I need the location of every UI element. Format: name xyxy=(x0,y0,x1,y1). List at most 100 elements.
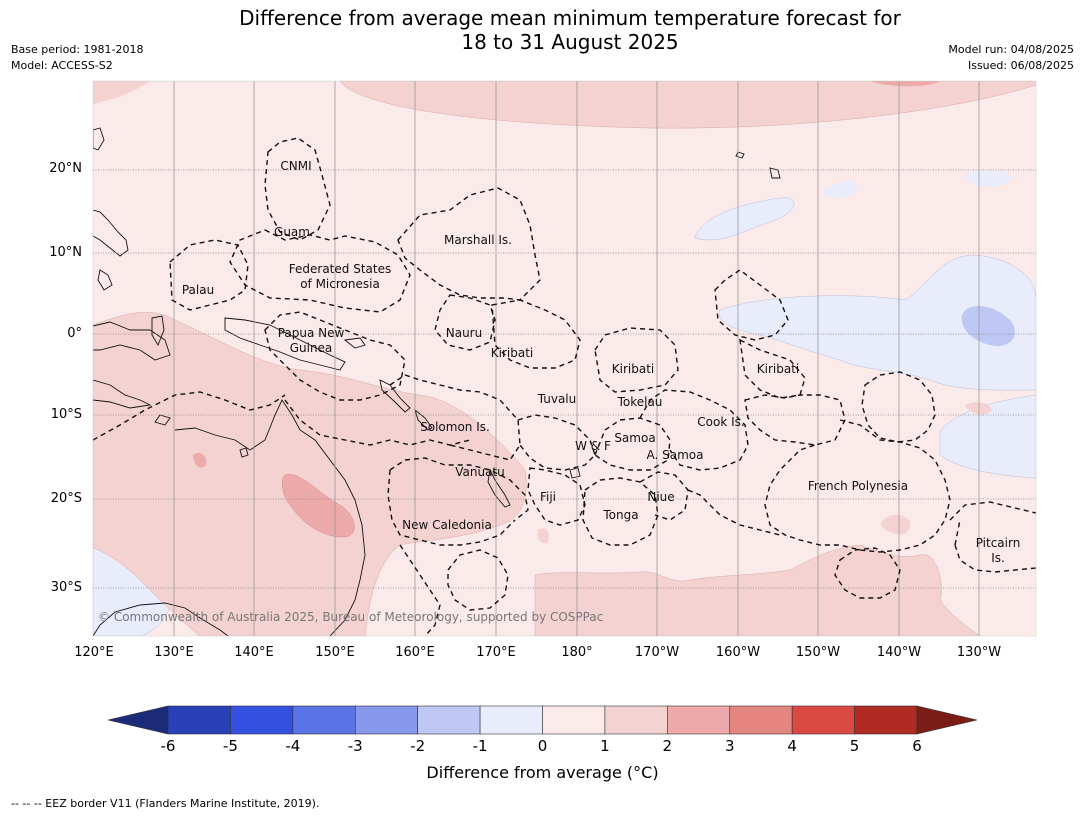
cool-anomaly-core xyxy=(961,305,1015,346)
lon-label-150e: 150°E xyxy=(315,645,355,660)
colorbar-tick-label: 6 xyxy=(912,737,922,755)
label-pitcairn-line2: Is. xyxy=(991,551,1005,565)
warm-anomaly-north xyxy=(339,81,1036,129)
label-png-line1: Papua New xyxy=(278,326,345,340)
model-run: Model run: 04/08/2025 xyxy=(948,43,1074,56)
colorbar-tick-label: 0 xyxy=(537,737,548,755)
label-wallis-futuna: W & F xyxy=(575,439,611,453)
label-new-caledonia: New Caledonia xyxy=(402,518,492,532)
warm-core-australia xyxy=(282,474,355,538)
warm-anomaly-nw xyxy=(93,81,150,104)
colorbar-bin xyxy=(542,705,606,735)
colorbar-bin xyxy=(292,705,356,735)
colorbar-bin xyxy=(417,705,481,735)
lon-label-170w: 170°W xyxy=(634,645,680,660)
warm-anomaly-small-se xyxy=(880,514,911,535)
region-labels: CNMI Guam Marshall Is. Federated States … xyxy=(182,159,1020,565)
colorbar-tick-label: 1 xyxy=(600,737,610,755)
lon-label-180: 180° xyxy=(561,645,593,660)
colorbar-tick-label: -1 xyxy=(472,737,488,755)
cool-anomaly-equatorial xyxy=(719,254,1036,391)
warm-anomaly-south xyxy=(534,544,981,636)
colorbar-tick-label: 2 xyxy=(662,737,673,755)
colorbar-title: Difference from average (°C) xyxy=(426,763,659,782)
lat-label-20s: 20°S xyxy=(50,491,82,506)
colorbar-bin xyxy=(230,705,294,735)
label-tuvalu: Tuvalu xyxy=(537,392,577,406)
lat-label-0: 0° xyxy=(67,326,82,341)
label-png-line2: Guinea xyxy=(290,341,333,355)
lat-label-10s: 10°S xyxy=(50,407,82,422)
label-cnmi: CNMI xyxy=(280,159,311,173)
colorbar-tick-label: -2 xyxy=(410,737,426,755)
colorbar xyxy=(107,705,978,735)
colorbar-extend-low xyxy=(107,705,169,735)
label-fsm-line1: Federated States xyxy=(289,262,391,276)
warm-anomaly-fiji xyxy=(537,528,550,544)
map-frame xyxy=(92,80,1037,637)
colorbar-tick-label: 5 xyxy=(849,737,860,755)
colorbar-bin xyxy=(667,705,731,735)
label-pitcairn-line1: Pitcairn xyxy=(976,536,1021,550)
eez-borders xyxy=(93,137,1036,636)
warm-core-small xyxy=(193,453,207,468)
label-cook-islands: Cook Is. xyxy=(697,415,744,429)
label-american-samoa: A. Samoa xyxy=(647,448,704,462)
title-line-1: Difference from average mean minimum tem… xyxy=(239,6,901,30)
label-marshall-islands: Marshall Is. xyxy=(444,233,512,247)
base-period: Base period: 1981-2018 xyxy=(11,43,144,56)
label-vanuatu: Vanuatu xyxy=(455,465,505,479)
copyright-notice: © Commonwealth of Australia 2025, Bureau… xyxy=(98,610,603,624)
colorbar-tick-label: 4 xyxy=(787,737,797,755)
cool-anomaly-east xyxy=(939,394,1036,479)
lon-label-120e: 120°E xyxy=(74,645,114,660)
warm-anomaly-small-e xyxy=(965,402,992,415)
lat-label-20n: 20°N xyxy=(49,161,82,176)
lon-label-170e: 170°E xyxy=(476,645,516,660)
map-area: CNMI Guam Marshall Is. Federated States … xyxy=(93,81,1036,636)
model-name: Model: ACCESS-S2 xyxy=(11,59,113,72)
run-info: Model run: 04/08/2025 Issued: 06/08/2025 xyxy=(948,42,1074,74)
lon-label-160e: 160°E xyxy=(395,645,435,660)
lon-label-130w: 130°W xyxy=(956,645,1002,660)
warm-anomaly-north-core xyxy=(870,81,940,87)
colorbar-bin xyxy=(729,705,793,735)
lat-label-10n: 10°N xyxy=(49,245,82,260)
label-tonga: Tonga xyxy=(602,508,638,522)
colorbar-tick-label: -5 xyxy=(222,737,238,755)
eez-footnote: -- -- -- EEZ border V11 (Flanders Marine… xyxy=(11,797,320,810)
colorbar-bin xyxy=(854,705,918,735)
title-line-2: 18 to 31 August 2025 xyxy=(461,30,679,54)
label-palau: Palau xyxy=(182,283,214,297)
label-niue: Niue xyxy=(647,490,674,504)
lon-label-160w: 160°W xyxy=(715,645,761,660)
label-fiji: Fiji xyxy=(540,490,556,504)
lon-label-140w: 140°W xyxy=(876,645,922,660)
map-title: Difference from average mean minimum tem… xyxy=(0,6,1085,54)
cool-anomaly-ne xyxy=(965,170,1012,187)
colorbar-bin xyxy=(354,705,418,735)
cool-anomaly-small xyxy=(822,181,859,198)
lat-label-30s: 30°S xyxy=(50,580,82,595)
issued-date: Issued: 06/08/2025 xyxy=(967,59,1074,72)
label-french-polynesia: French Polynesia xyxy=(808,479,908,493)
colorbar-bin xyxy=(791,705,855,735)
colorbar-tick-label: -3 xyxy=(347,737,363,755)
colorbar-extend-high xyxy=(916,705,978,735)
coastlines xyxy=(93,127,781,636)
colorbar-tick-label: -4 xyxy=(285,737,301,755)
label-solomon-islands: Solomon Is. xyxy=(420,420,490,434)
colorbar-tick-label: -6 xyxy=(160,737,176,755)
label-kiribati-west: Kiribati xyxy=(491,346,533,360)
colorbar-bin xyxy=(604,705,668,735)
graticule xyxy=(93,81,1036,636)
label-tokelau: Tokelau xyxy=(617,395,663,409)
lon-label-150w: 150°W xyxy=(795,645,841,660)
label-guam: Guam xyxy=(274,225,310,239)
label-fsm-line2: of Micronesia xyxy=(300,277,380,291)
colorbar-bin xyxy=(479,705,543,735)
warm-anomaly-west xyxy=(93,312,527,636)
label-nauru: Nauru xyxy=(446,326,482,340)
model-info: Base period: 1981-2018 Model: ACCESS-S2 xyxy=(11,42,143,74)
